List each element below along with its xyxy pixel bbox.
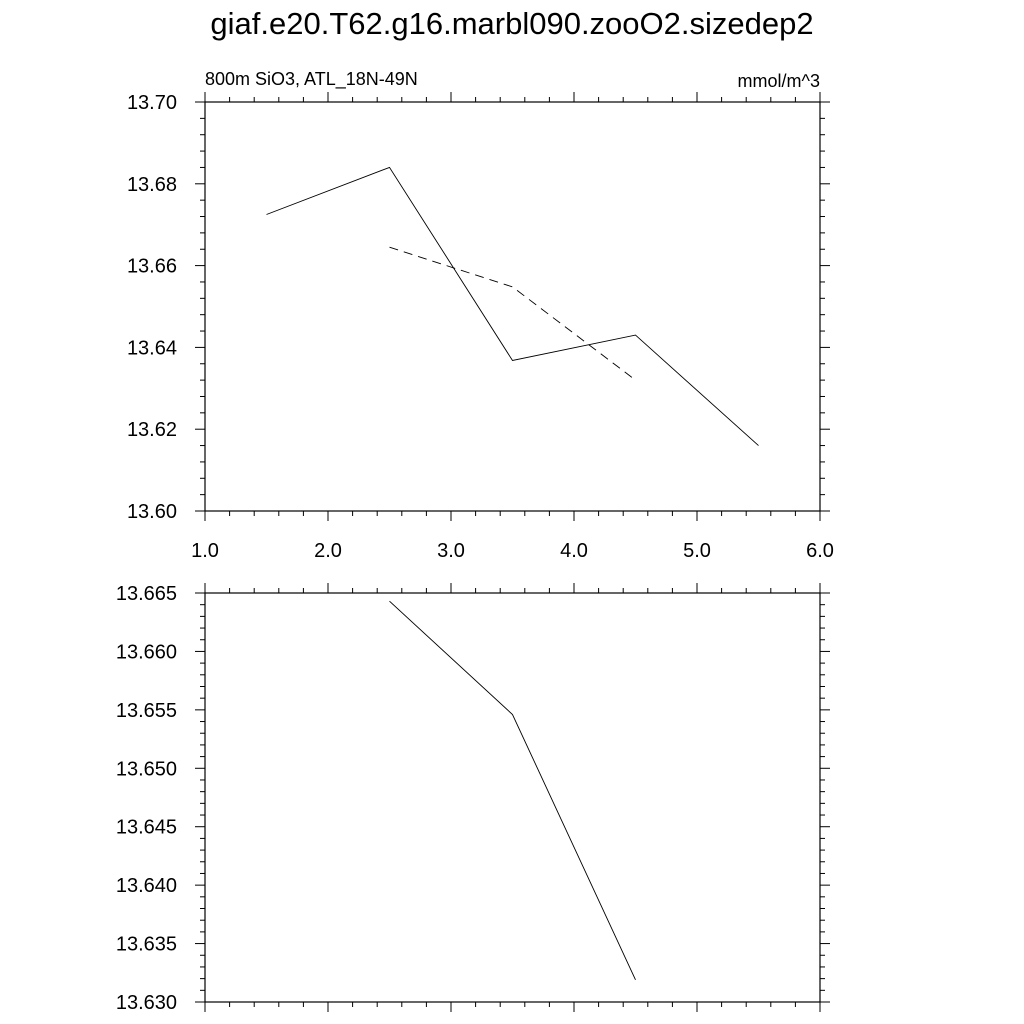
x-tick-label: 1.0	[191, 540, 219, 562]
y-tick-label: 13.62	[127, 419, 177, 441]
y-tick-label: 13.655	[116, 700, 177, 722]
x-tick-label: 5.0	[683, 540, 711, 562]
solid-series-line	[266, 166, 759, 446]
right-string: mmol/m^3	[738, 71, 820, 91]
y-tick-label: 13.645	[116, 817, 177, 839]
y-tick-label: 13.660	[116, 641, 177, 663]
solid-series-line	[389, 600, 636, 980]
bottom-plot-frame	[204, 592, 821, 1003]
x-tick-label: 6.0	[806, 540, 834, 562]
y-tick-label: 13.66	[127, 256, 177, 278]
page-title: giaf.e20.T62.g16.marbl090.zooO2.sizedep2	[210, 6, 814, 41]
bottom-panel: 13.630 13.635 13.640 13.645 13.650 13.655 13.6…	[116, 583, 830, 1014]
y-tick-label: 13.68	[127, 174, 177, 196]
y-tick-label: 13.650	[116, 758, 177, 780]
y-tick-label: 13.60	[127, 501, 177, 523]
y-tick-label: 13.70	[127, 92, 177, 114]
y-tick-label: 13.665	[116, 583, 177, 605]
x-tick-label: 4.0	[560, 540, 588, 562]
y-tick-label: 13.640	[116, 875, 177, 897]
x-tick-label: 3.0	[437, 540, 465, 562]
top-panel: 13.60 13.62 13.64 13.66 13.68 13.70 1.0 2.0 3.0 4…	[127, 69, 834, 562]
y-tick-label: 13.630	[116, 992, 177, 1014]
dashed-series-line	[389, 246, 636, 381]
left-string: 800m SiO3, ATL_18N-49N	[205, 69, 418, 90]
y-tick-label: 13.64	[127, 337, 177, 359]
y-tick-label: 13.635	[116, 934, 177, 956]
x-tick-label: 2.0	[314, 540, 342, 562]
top-plot-frame	[204, 101, 821, 512]
